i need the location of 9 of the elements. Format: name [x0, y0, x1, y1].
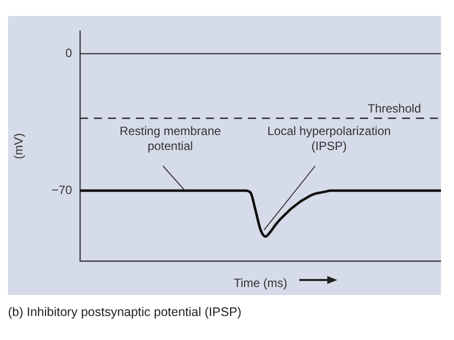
y-tick-label: −70	[52, 182, 72, 197]
y-tick-label: 0	[65, 46, 72, 60]
y-axis-title: (mV)	[12, 133, 26, 160]
text: (b) Inhibitory postsynaptic potential (IPSP)	[8, 305, 242, 319]
annotation: Resting membrane potential	[120, 124, 222, 154]
x-axis-title: Time (ms)	[234, 276, 288, 290]
annotation: Local hyperpolarization (IPSP)	[267, 124, 391, 154]
ref-line-label: Threshold	[368, 102, 421, 116]
line-series	[78, 189, 441, 238]
